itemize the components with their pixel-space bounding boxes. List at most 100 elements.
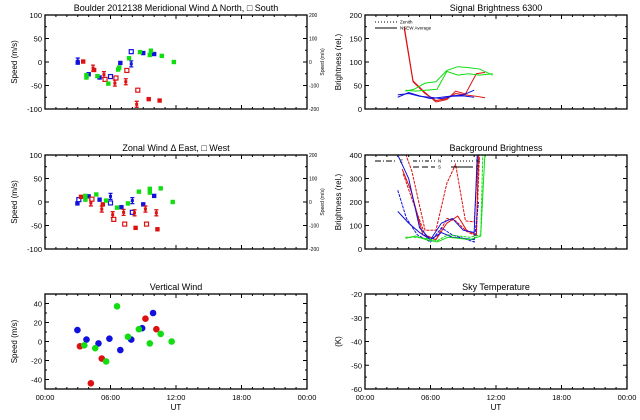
x-tick-label: 00:00: [356, 393, 375, 402]
data-point: [97, 197, 102, 202]
data-point-triangle: [129, 62, 133, 66]
data-point: [78, 194, 84, 200]
y-axis-label: Speed (m/s): [10, 180, 19, 224]
data-point-square: [107, 200, 114, 206]
x-tick-label: 00:00: [298, 393, 317, 402]
data-point: [148, 48, 154, 53]
y-tick-label: 200: [349, 11, 362, 20]
data-point-triangle: [100, 207, 104, 211]
series-line-red-s: [402, 155, 480, 241]
data-point: [94, 192, 99, 197]
data-point: [81, 59, 86, 64]
panel-2: -100 -50 0 50 100 -200 -100 0 100 200 Speed (m/s) Z…: [10, 143, 326, 254]
y-tick-label: 50: [34, 35, 42, 44]
y-tick-label: -30: [351, 314, 362, 323]
data-point: [100, 202, 106, 207]
y-tick-label: -20: [351, 290, 362, 299]
y-axis-label: Speed (m/s): [10, 319, 19, 363]
right-axis-label: Speed (m/s): [320, 188, 326, 216]
data-point: [136, 189, 142, 194]
data-point: [135, 325, 143, 333]
data-point: [151, 193, 157, 199]
y-tick-label: 0: [358, 105, 362, 114]
y-tick-label: 100: [29, 11, 42, 20]
y-tick-label: -20: [31, 357, 42, 366]
data-point-square: [107, 73, 114, 80]
data-point-triangle: [154, 211, 158, 215]
data-point: [95, 73, 100, 79]
series-line-red-zenith: [403, 26, 486, 103]
panel-0: -100 -50 0 50 100 -200 -100 0 100 200 Speed (m/s) B…: [10, 3, 326, 114]
x-tick-label: 06:00: [421, 393, 440, 402]
data-point-square: [113, 75, 119, 81]
right-tick-label: 200: [309, 153, 318, 159]
panel-5: -60 -50 -40 -30 -20 Sky Temperature (K) 00:00 06…: [334, 282, 636, 412]
right-tick-label: 100: [309, 37, 318, 43]
data-point: [87, 380, 95, 387]
y-tick-label: -50: [351, 361, 362, 370]
right-tick-label: -100: [309, 224, 319, 230]
data-point: [147, 52, 152, 58]
data-point: [155, 227, 160, 232]
x-tick-label: 12:00: [167, 393, 186, 402]
data-point: [102, 358, 110, 365]
data-point: [117, 65, 122, 70]
data-point: [171, 59, 177, 65]
right-tick-label: -200: [309, 107, 319, 113]
series-line-green-zenith: [405, 66, 493, 92]
data-layer: [75, 186, 175, 232]
data-layer: [75, 48, 177, 108]
data-point: [147, 186, 152, 192]
y-tick-label: 0: [38, 58, 42, 67]
data-point-triangle: [111, 213, 115, 217]
y-tick-label: 300: [349, 175, 362, 184]
data-point: [170, 199, 175, 205]
data-layer: [397, 26, 493, 103]
data-point: [159, 53, 165, 59]
data-point: [126, 56, 132, 61]
data-point: [133, 225, 138, 231]
series-line-red-z: [405, 155, 479, 231]
data-point: [157, 98, 162, 103]
data-point: [83, 193, 88, 199]
data-point: [114, 205, 120, 210]
data-point: [157, 330, 165, 338]
data-point: [149, 309, 157, 317]
data-point: [146, 340, 154, 347]
y-tick-label: -40: [31, 376, 42, 385]
panel-1: 0 50 100 150 200 Signal Brightness 6300 Bright…: [334, 3, 628, 114]
x-tick-label: 18:00: [552, 393, 571, 402]
data-point: [117, 346, 124, 354]
data-point: [75, 201, 80, 206]
data-point: [75, 60, 80, 65]
data-point: [91, 67, 97, 73]
chart-title: Background Brightness: [449, 143, 543, 153]
y-tick-label: -60: [351, 385, 362, 394]
legend-label: W: [476, 159, 481, 164]
data-layer: [74, 303, 175, 387]
y-axis-label: Speed (m/s): [10, 40, 19, 84]
chart-title: Boulder 2012138 Meridional Wind Δ North,…: [74, 3, 279, 13]
panel-3: 0 100 200 300 400 Background Brightness Bright…: [334, 143, 628, 254]
y-tick-label: -50: [31, 82, 42, 91]
y-tick-label: 20: [34, 319, 42, 328]
data-point-triangle: [143, 207, 147, 211]
data-point: [83, 197, 88, 202]
right-axis-label: Speed (m/s): [320, 48, 326, 76]
y-tick-label: 0: [38, 338, 42, 347]
x-tick-label: 00:00: [36, 393, 55, 402]
y-tick-label: 400: [349, 151, 362, 160]
data-point: [81, 342, 88, 349]
data-point: [91, 344, 99, 352]
data-point: [147, 190, 152, 195]
data-point-square: [89, 196, 95, 202]
data-point-triangle: [102, 73, 106, 77]
x-tick-label: 18:00: [232, 393, 251, 402]
data-point: [151, 51, 157, 57]
series-line-green-n: [405, 155, 486, 243]
x-axis-label: UT: [491, 403, 502, 412]
y-tick-label: 0: [38, 198, 42, 207]
data-point: [118, 60, 123, 66]
data-point: [106, 81, 111, 86]
